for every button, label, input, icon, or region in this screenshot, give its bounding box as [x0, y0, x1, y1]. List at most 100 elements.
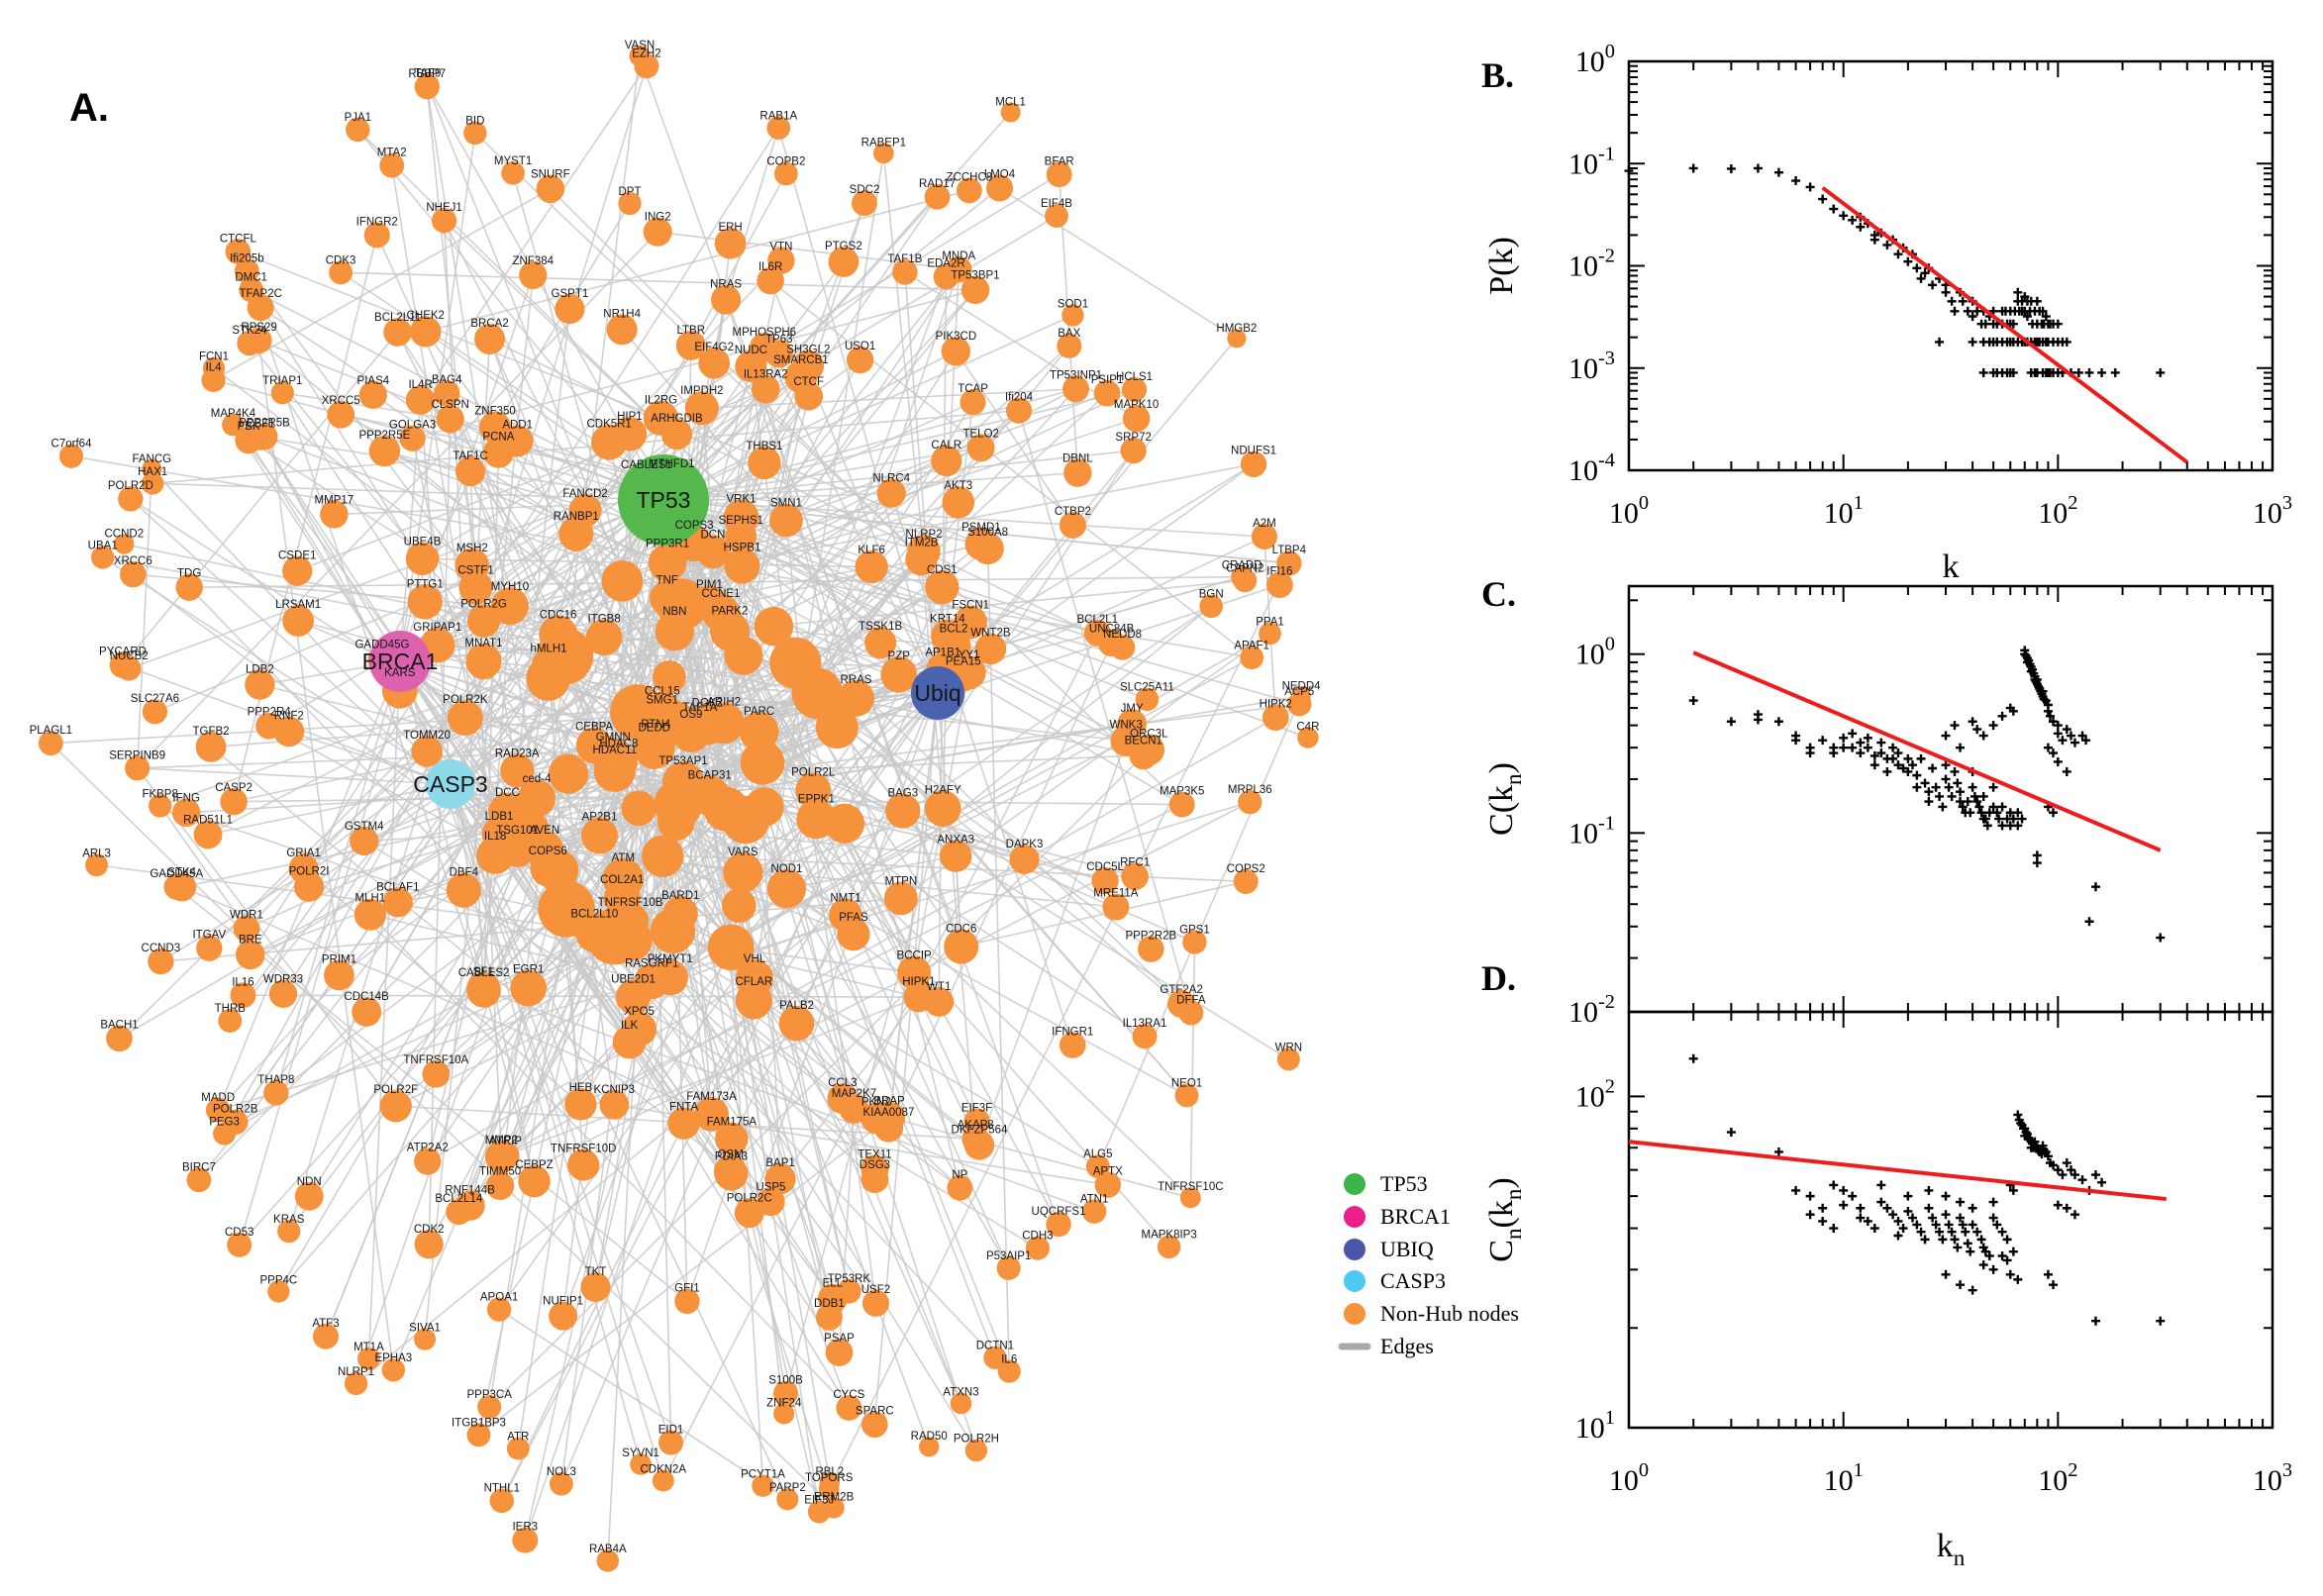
network-node-label: POLR2G [460, 598, 507, 610]
network-node-label: TAF1A [682, 702, 717, 714]
x-tick-label: 100 [1609, 1459, 1649, 1497]
network-node [405, 385, 436, 415]
network-node-label: HIP1 [617, 411, 643, 423]
network-node-label: RABEP1 [861, 137, 906, 149]
network-node-label: COPS2 [1227, 863, 1265, 875]
scatter-point [1898, 763, 1908, 773]
network-node-label: NBN [662, 606, 686, 618]
scatter-point [2062, 725, 2071, 735]
scatter-point [2032, 296, 2042, 306]
network-node-label: MNAT1 [464, 638, 502, 649]
network-edge [937, 692, 976, 1140]
network-node-label: MADD [201, 1092, 235, 1104]
network-edge [136, 468, 153, 768]
network-node [819, 1471, 841, 1493]
network-node [38, 731, 63, 756]
network-node [270, 381, 294, 405]
network-node [580, 1272, 611, 1303]
network-node [971, 532, 1004, 565]
network-node-label: IFNGR1 [1052, 1026, 1093, 1038]
network-node [1120, 437, 1147, 464]
network-edge [567, 772, 744, 873]
network-edge [450, 783, 642, 1465]
network-node [764, 1163, 796, 1195]
network-node-label: TP53BP1 [951, 270, 999, 282]
y-tick-label: 100 [1575, 634, 1615, 671]
network-node-label: AP1B1 [925, 647, 960, 658]
network-node-label: MNDA [942, 250, 975, 262]
network-node-label: PSMD1 [961, 522, 1001, 534]
network-node [186, 1167, 212, 1193]
scatter-point [2058, 1170, 2068, 1180]
network-edge [536, 409, 1020, 799]
network-node [225, 239, 252, 264]
scatter-point [1928, 763, 1938, 773]
network-node [795, 772, 832, 809]
network-node [1045, 204, 1068, 228]
network-node [776, 1488, 799, 1511]
network-node [740, 741, 785, 785]
network-node [724, 548, 760, 584]
network-node-label: PPP3CA [466, 1389, 512, 1401]
network-node [836, 1278, 861, 1304]
y-tick-label: 100 [1575, 41, 1615, 78]
network-node-label: KLF6 [858, 545, 885, 556]
network-node [1240, 450, 1267, 478]
network-edge [428, 419, 452, 1245]
network-node [454, 548, 490, 583]
scatter-point [2013, 1274, 2023, 1284]
network-node-label: NDUFS1 [1231, 446, 1276, 457]
network-edge [794, 558, 923, 664]
network-edge [681, 603, 814, 791]
network-edge [355, 1023, 798, 1385]
network-node-label: PPP4C [260, 1274, 298, 1286]
scatter-point [2045, 711, 2055, 721]
network-node-label: CDC6 [946, 924, 976, 936]
network-node-label: SMARCB1 [773, 354, 829, 366]
network-node [436, 405, 464, 434]
x-tick-label: 102 [2038, 1459, 2077, 1497]
scatter-point [2062, 766, 2071, 776]
scatter-point [1869, 1224, 1879, 1234]
network-node-label: HEB [569, 1082, 593, 1094]
scatter-point [1829, 1224, 1839, 1234]
chart-panel-d: 100 101 102 103 102 101 kn Cn(kn) [1483, 1010, 2292, 1571]
scatter-point [2070, 1210, 2079, 1220]
network-node [662, 895, 698, 932]
network-edge [662, 350, 957, 501]
network-node-label: AKT3 [944, 480, 972, 492]
legend-swatch-circle [1344, 1173, 1365, 1195]
network-edge [243, 994, 919, 998]
legend-swatch-circle [1344, 1303, 1365, 1325]
scatter-point [2017, 814, 2027, 824]
scatter-point [1988, 802, 1998, 812]
network-node [655, 612, 694, 651]
hub-label-ubiq: Ubiq [914, 680, 960, 706]
network-node [611, 902, 650, 941]
scatter-point [2084, 367, 2094, 377]
scatter-point [1893, 748, 1903, 758]
scatter-point [2058, 736, 2068, 746]
scatter-point [2062, 1158, 2071, 1168]
network-node [485, 1171, 515, 1201]
network-edge [955, 350, 1074, 526]
network-node-label: NR1H4 [603, 308, 641, 320]
network-node [846, 346, 874, 374]
scatter-point [1912, 1220, 1922, 1230]
network-node [956, 177, 982, 204]
network-node [414, 1147, 442, 1175]
network-node-label: GSPT1 [552, 288, 589, 300]
scatter-point [1966, 808, 1975, 818]
network-node-label: ITGB8 [587, 613, 620, 625]
network-edge [137, 767, 452, 785]
network-node-label: CSF1 [246, 419, 274, 431]
network-node-label: C4R [1296, 721, 1319, 733]
scatter-point [1863, 1216, 1872, 1226]
network-node-label: FANCD2 [562, 488, 607, 500]
network-node [148, 794, 172, 818]
network-node-label: USO1 [845, 341, 875, 352]
network-edge [686, 1173, 733, 1302]
scatter-point [1988, 721, 1998, 731]
scatter-point [1753, 163, 1763, 173]
scatter-point [1968, 337, 1977, 347]
